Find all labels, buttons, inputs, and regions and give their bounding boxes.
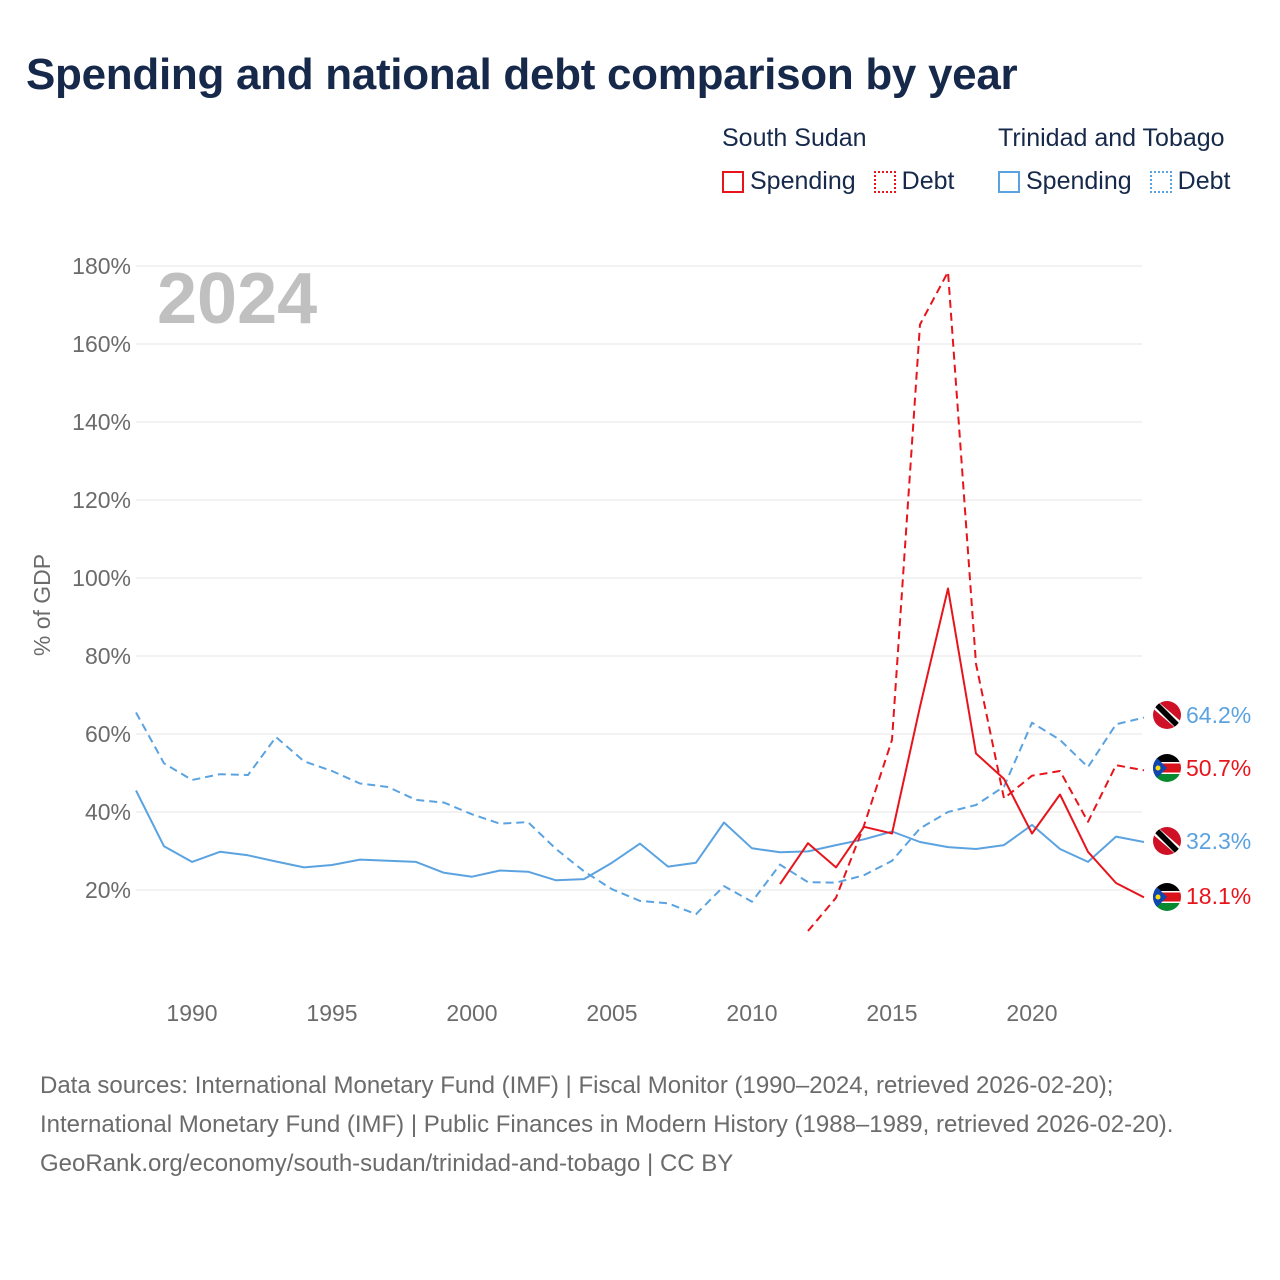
legend-label: Debt bbox=[901, 167, 955, 195]
series-line-trinidad-and-tobago-debt[interactable] bbox=[135, 712, 1145, 916]
x-tick-label: 2005 bbox=[586, 1000, 637, 1026]
legend-item-south-sudan-debt[interactable]: Debt bbox=[873, 167, 955, 196]
legend-group-trinidad: Trinidad and Tobago Spending Debt bbox=[998, 124, 1230, 196]
y-tick-label: 20% bbox=[85, 877, 131, 903]
series-line-trinidad-and-tobago-spending[interactable] bbox=[135, 790, 1145, 882]
end-label-south-sudan-spending: 18.1% bbox=[1186, 883, 1251, 909]
y-tick-label: 160% bbox=[72, 331, 131, 357]
trinidad-flag-icon bbox=[1153, 827, 1181, 855]
legend-swatch-solid bbox=[722, 170, 744, 193]
y-tick-label: 80% bbox=[85, 643, 131, 669]
series-line-south-sudan-spending[interactable] bbox=[779, 587, 1145, 899]
year-watermark: 2024 bbox=[157, 259, 317, 339]
x-tick-label: 2010 bbox=[726, 1000, 777, 1026]
end-label-trinidad-spending: 32.3% bbox=[1186, 828, 1251, 854]
legend-item-trinidad-debt[interactable]: Debt bbox=[1149, 167, 1231, 196]
y-axis-label: % of GDP bbox=[29, 554, 55, 656]
end-label-trinidad-debt: 64.2% bbox=[1186, 702, 1251, 728]
source-text: Data sources: International Monetary Fun… bbox=[40, 1072, 1174, 1138]
line-chart: 20% 40% 60% 80% 100% 120% 140% 160% 180% 1990 1995… bbox=[29, 253, 1251, 1026]
y-tick-label: 120% bbox=[72, 487, 131, 513]
legend-title-south-sudan: South Sudan bbox=[722, 124, 867, 152]
legend-swatch-solid bbox=[998, 170, 1020, 193]
y-tick-label: 40% bbox=[85, 799, 131, 825]
legend-item-trinidad-spending[interactable]: Spending bbox=[998, 167, 1132, 196]
y-tick-label: 180% bbox=[72, 253, 131, 279]
x-tick-label: 1990 bbox=[166, 1000, 217, 1026]
end-label-south-sudan-debt: 50.7% bbox=[1186, 755, 1251, 781]
y-tick-label: 140% bbox=[72, 409, 131, 435]
y-tick-label: 100% bbox=[72, 565, 131, 591]
legend-label: Spending bbox=[1026, 167, 1132, 195]
source-note: Data sources: International Monetary Fun… bbox=[40, 1066, 1240, 1183]
x-tick-label: 2000 bbox=[446, 1000, 497, 1026]
legend-group-south-sudan: South Sudan Spending Debt bbox=[722, 124, 972, 196]
south-sudan-flag-icon bbox=[1153, 754, 1181, 782]
source-link[interactable]: GeoRank.org/economy/south-sudan/trinidad… bbox=[40, 1150, 734, 1177]
x-tick-label: 2015 bbox=[866, 1000, 917, 1026]
chart-area: 20% 40% 60% 80% 100% 120% 140% 160% 180% 1990 1995… bbox=[0, 230, 1280, 1050]
trinidad-flag-icon bbox=[1153, 701, 1181, 729]
legend-label: Spending bbox=[750, 167, 856, 195]
legend-swatch-dotted bbox=[873, 170, 896, 193]
legend-title-trinidad: Trinidad and Tobago bbox=[998, 124, 1225, 152]
legend-item-south-sudan-spending[interactable]: Spending bbox=[722, 167, 856, 196]
page-title: Spending and national debt comparison by… bbox=[26, 50, 1018, 99]
y-tick-label: 60% bbox=[85, 721, 131, 747]
x-tick-label: 1995 bbox=[306, 1000, 357, 1026]
south-sudan-flag-icon bbox=[1153, 883, 1181, 911]
legend-swatch-dotted bbox=[1149, 170, 1172, 193]
legend-label: Debt bbox=[1177, 167, 1231, 195]
series-line-south-sudan-debt[interactable] bbox=[807, 270, 1145, 932]
x-tick-label: 2020 bbox=[1006, 1000, 1057, 1026]
